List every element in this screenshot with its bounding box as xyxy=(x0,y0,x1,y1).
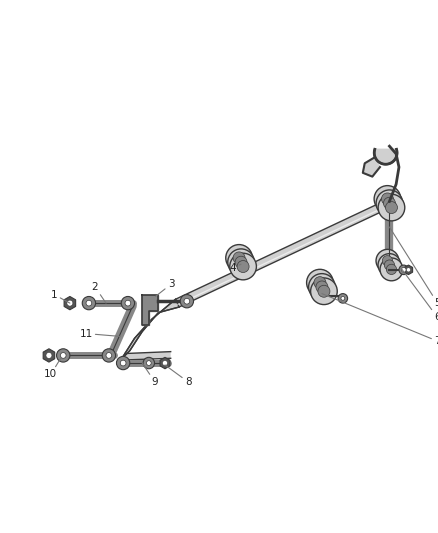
Text: 8: 8 xyxy=(165,365,191,387)
Circle shape xyxy=(143,357,155,369)
Circle shape xyxy=(378,194,405,221)
Circle shape xyxy=(46,352,52,358)
Circle shape xyxy=(226,245,252,271)
Circle shape xyxy=(381,193,393,205)
Circle shape xyxy=(237,261,249,272)
Circle shape xyxy=(162,360,168,366)
Polygon shape xyxy=(118,299,179,361)
Circle shape xyxy=(338,294,348,303)
Polygon shape xyxy=(64,296,76,310)
Circle shape xyxy=(309,273,335,300)
Circle shape xyxy=(146,361,151,366)
Circle shape xyxy=(233,252,245,264)
Circle shape xyxy=(376,249,399,272)
Text: 10: 10 xyxy=(44,357,61,379)
Circle shape xyxy=(230,253,256,280)
Polygon shape xyxy=(43,349,55,362)
Polygon shape xyxy=(142,295,158,325)
Circle shape xyxy=(382,256,392,266)
Polygon shape xyxy=(176,199,391,307)
Text: 2: 2 xyxy=(92,282,106,303)
Circle shape xyxy=(385,201,397,214)
Circle shape xyxy=(102,349,116,362)
Circle shape xyxy=(57,349,70,362)
Polygon shape xyxy=(363,158,380,176)
Circle shape xyxy=(307,269,333,296)
Circle shape xyxy=(67,300,73,306)
Text: 9: 9 xyxy=(142,363,158,387)
Circle shape xyxy=(311,278,337,304)
Circle shape xyxy=(184,298,190,304)
Text: 4: 4 xyxy=(230,263,241,273)
Circle shape xyxy=(60,352,66,358)
Circle shape xyxy=(228,249,254,276)
Text: 7: 7 xyxy=(322,294,438,346)
Text: 5: 5 xyxy=(389,227,438,308)
Circle shape xyxy=(180,295,194,308)
Text: 3: 3 xyxy=(155,279,174,296)
Circle shape xyxy=(341,296,345,300)
Circle shape xyxy=(386,264,396,274)
Text: 11: 11 xyxy=(79,328,120,338)
Circle shape xyxy=(384,260,395,270)
Circle shape xyxy=(401,268,406,272)
Circle shape xyxy=(376,190,403,216)
Circle shape xyxy=(235,256,247,268)
Text: 6: 6 xyxy=(401,268,438,322)
Circle shape xyxy=(314,277,326,289)
Circle shape xyxy=(117,357,130,370)
Circle shape xyxy=(318,285,330,297)
Circle shape xyxy=(378,254,401,277)
Polygon shape xyxy=(160,357,170,369)
Polygon shape xyxy=(404,265,413,274)
Polygon shape xyxy=(374,149,397,164)
Circle shape xyxy=(82,296,95,310)
Circle shape xyxy=(86,300,92,306)
Circle shape xyxy=(106,352,112,358)
Circle shape xyxy=(120,360,126,366)
Circle shape xyxy=(374,185,401,212)
Polygon shape xyxy=(118,352,171,360)
Circle shape xyxy=(121,296,134,310)
Circle shape xyxy=(125,300,131,306)
Circle shape xyxy=(316,281,328,293)
Circle shape xyxy=(380,258,403,281)
Circle shape xyxy=(406,268,410,272)
Circle shape xyxy=(399,265,409,274)
Circle shape xyxy=(383,197,396,209)
Text: 1: 1 xyxy=(51,289,70,303)
